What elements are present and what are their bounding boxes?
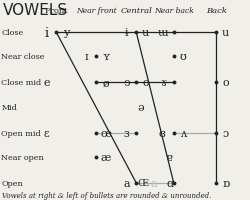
- Text: Close mid: Close mid: [1, 79, 42, 87]
- Text: ɒ: ɒ: [222, 178, 229, 188]
- Text: Near close: Near close: [1, 53, 45, 61]
- Text: ɞ: ɞ: [159, 128, 166, 138]
- Text: u: u: [222, 28, 230, 38]
- Text: ø: ø: [102, 78, 109, 88]
- Text: ʌ: ʌ: [180, 128, 186, 138]
- Text: Front: Front: [44, 7, 68, 15]
- Text: Back: Back: [206, 7, 227, 15]
- Text: a: a: [124, 178, 130, 188]
- Text: ɛ: ɛ: [44, 128, 50, 138]
- Text: ɤ: ɤ: [160, 78, 166, 88]
- Text: ɪ: ɪ: [85, 52, 88, 62]
- Text: ɔ: ɔ: [223, 128, 229, 138]
- Text: Central: Central: [120, 7, 152, 15]
- Text: Close: Close: [1, 29, 24, 37]
- Text: ɐ: ɐ: [166, 152, 172, 162]
- Text: ʉ: ʉ: [142, 28, 150, 38]
- Text: ɑ: ɑ: [166, 178, 173, 188]
- Text: i: i: [45, 27, 49, 39]
- Text: e: e: [44, 78, 50, 88]
- Text: ʊ: ʊ: [180, 52, 187, 62]
- Text: Vowels at right & left of bullets are rounded & unrounded.: Vowels at right & left of bullets are ro…: [2, 191, 212, 199]
- Text: o: o: [222, 78, 229, 88]
- Text: Near front: Near front: [76, 7, 116, 15]
- Text: Mid: Mid: [1, 103, 17, 111]
- Text: ʏ: ʏ: [102, 52, 110, 62]
- Text: a: a: [151, 178, 158, 188]
- Text: ɨ: ɨ: [125, 28, 128, 38]
- Text: y: y: [62, 28, 69, 38]
- Text: Open mid: Open mid: [1, 129, 41, 137]
- Text: VOWELS: VOWELS: [2, 3, 68, 18]
- Text: Near open: Near open: [1, 153, 44, 161]
- Text: œ: œ: [100, 128, 111, 138]
- Text: ɜ: ɜ: [124, 128, 130, 138]
- Text: æ: æ: [100, 152, 111, 162]
- Text: ɯ: ɯ: [158, 28, 168, 38]
- Text: Œ: Œ: [137, 179, 148, 187]
- Text: Open: Open: [1, 179, 23, 187]
- Text: ɵ: ɵ: [142, 78, 149, 88]
- Text: ə: ə: [138, 102, 144, 112]
- Text: ɘ: ɘ: [124, 78, 130, 88]
- Text: Near back: Near back: [154, 7, 194, 15]
